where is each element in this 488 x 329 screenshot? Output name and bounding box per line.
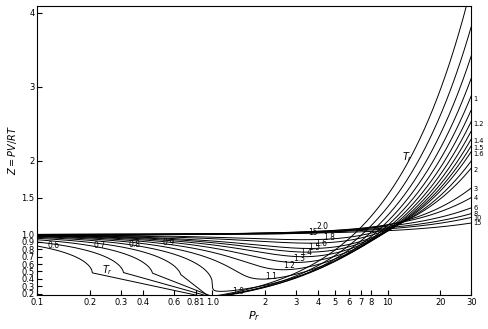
Text: 1: 1 bbox=[472, 96, 476, 102]
Text: 0.7: 0.7 bbox=[94, 241, 106, 250]
Text: 3: 3 bbox=[472, 186, 476, 192]
Text: 0.8: 0.8 bbox=[128, 240, 140, 249]
Text: 0.9: 0.9 bbox=[163, 238, 175, 247]
Text: 4: 4 bbox=[472, 195, 476, 201]
Text: 1.3: 1.3 bbox=[293, 254, 305, 263]
Text: 8: 8 bbox=[472, 211, 476, 217]
Text: 1.4: 1.4 bbox=[299, 248, 311, 257]
Text: 1.8: 1.8 bbox=[323, 233, 335, 241]
Text: 1.2: 1.2 bbox=[283, 262, 295, 270]
Text: 1.0: 1.0 bbox=[232, 287, 244, 295]
Text: 1.6: 1.6 bbox=[472, 151, 483, 157]
Text: 0.6: 0.6 bbox=[48, 241, 60, 250]
Text: 10: 10 bbox=[472, 215, 481, 221]
Text: $T_r$: $T_r$ bbox=[102, 263, 112, 277]
Text: $T_r$: $T_r$ bbox=[401, 150, 412, 164]
Text: 15: 15 bbox=[307, 228, 317, 237]
Text: 1.5: 1.5 bbox=[472, 145, 483, 151]
Text: 1.4: 1.4 bbox=[472, 138, 483, 144]
Y-axis label: $Z = PV/RT$: $Z = PV/RT$ bbox=[5, 125, 19, 175]
Text: 15: 15 bbox=[472, 220, 481, 226]
Text: 2: 2 bbox=[472, 167, 476, 173]
Text: 1.2: 1.2 bbox=[472, 121, 483, 127]
X-axis label: $P_r$: $P_r$ bbox=[247, 310, 260, 323]
Text: 1.6: 1.6 bbox=[314, 239, 326, 248]
Text: 1.1: 1.1 bbox=[264, 272, 277, 281]
Text: 6: 6 bbox=[472, 205, 476, 211]
Text: 2.0: 2.0 bbox=[315, 222, 327, 231]
Text: 1.5: 1.5 bbox=[307, 243, 319, 252]
